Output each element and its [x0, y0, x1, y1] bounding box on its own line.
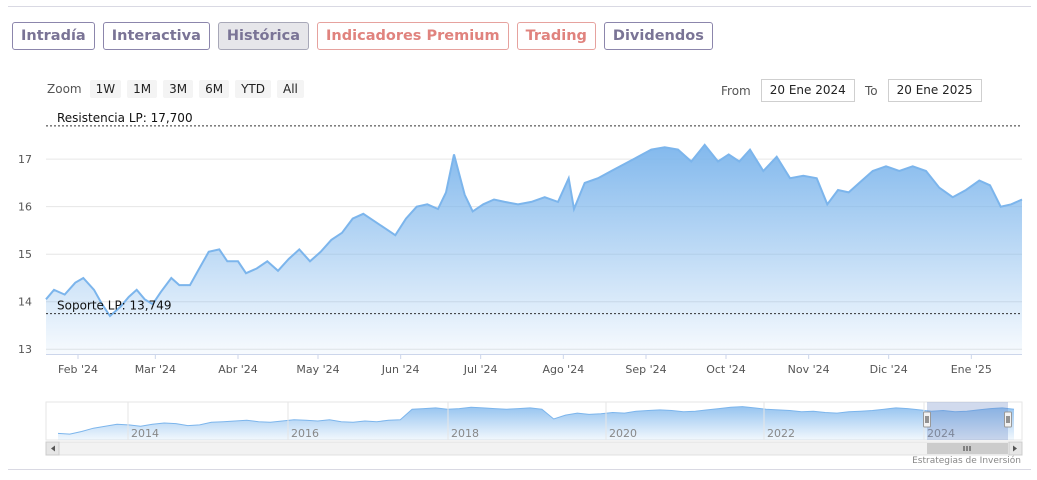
resistance-label: Resistencia LP: 17,700 [57, 111, 193, 125]
tab-trading[interactable]: Trading [516, 22, 596, 50]
tab-dividendos[interactable]: Dividendos [603, 22, 713, 50]
x-tick-label: Dic '24 [870, 363, 908, 376]
navigator-line [57, 406, 1015, 435]
y-tick-label: 13 [18, 343, 32, 356]
range-to: To 20 Ene 2025 [865, 79, 982, 102]
x-tick-label: Nov '24 [788, 363, 830, 376]
y-tick-label: 16 [18, 201, 32, 214]
zoom-1m-button[interactable]: 1M [127, 80, 158, 98]
x-tick-label: Oct '24 [706, 363, 746, 376]
navigator-year-label: 2024 [927, 427, 955, 440]
y-tick-label: 14 [18, 296, 32, 309]
top-divider [8, 6, 1031, 7]
navigator-year-label: 2022 [767, 427, 795, 440]
price-area [46, 144, 1022, 354]
x-tick-label: Feb '24 [58, 363, 98, 376]
zoom-all-button[interactable]: All [277, 80, 304, 98]
zoom-ytd-button[interactable]: YTD [235, 80, 271, 98]
zoom-label: Zoom [47, 82, 82, 96]
range-from: From 20 Ene 2024 [721, 79, 855, 102]
x-tick-label: Abr '24 [218, 363, 258, 376]
navigator[interactable]: 2014 2016 2018 2020 2022 2024 [45, 401, 1023, 441]
scrollbar[interactable] [45, 441, 1023, 456]
navigator-handle-right [1004, 411, 1012, 428]
navigator-selection [927, 402, 1008, 440]
x-tick-label: Jun '24 [381, 363, 420, 376]
zoom-6m-button[interactable]: 6M [199, 80, 230, 98]
range-to-input[interactable]: 20 Ene 2025 [887, 79, 982, 102]
price-line [45, 143, 1023, 318]
chevron-right-icon [1013, 445, 1017, 452]
bottom-divider [8, 469, 1031, 470]
zoom-selector: Zoom 1W 1M 3M 6M YTD All [47, 80, 304, 98]
range-from-label: From [721, 83, 751, 98]
navigator-year-label: 2014 [131, 427, 159, 440]
x-tick-label: Ene '25 [951, 363, 992, 376]
tab-intradia[interactable]: Intradía [12, 22, 95, 50]
navigator-handle-left [923, 411, 931, 428]
navigator-year-label: 2020 [609, 427, 637, 440]
y-tick-label: 17 [18, 153, 32, 166]
tab-historica[interactable]: Histórica [217, 22, 310, 50]
x-tick-label: Mar '24 [135, 363, 176, 376]
credit-label: Estrategias de Inversión [912, 456, 1021, 466]
price-chart: Resistencia LP: 17,700 Soporte LP: 13,749… [18, 111, 1023, 456]
zoom-1w-button[interactable]: 1W [89, 80, 122, 98]
navigator-area [58, 406, 1014, 440]
x-tick-label: May '24 [296, 363, 339, 376]
x-tick-label: Sep '24 [625, 363, 666, 376]
support-label: Soporte LP: 13,749 [57, 299, 172, 313]
x-tick-label: Jul '24 [463, 363, 498, 376]
zoom-3m-button[interactable]: 3M [163, 80, 194, 98]
range-from-input[interactable]: 20 Ene 2024 [760, 79, 855, 102]
x-tick-label: Ago '24 [542, 363, 584, 376]
tab-interactiva[interactable]: Interactiva [102, 22, 210, 50]
tab-indicadores-premium[interactable]: Indicadores Premium [317, 22, 509, 50]
chevron-left-icon [51, 445, 55, 452]
navigator-year-label: 2018 [451, 427, 479, 440]
tab-bar: Intradía Interactiva Histórica Indicador… [12, 22, 713, 50]
y-tick-label: 15 [18, 248, 32, 261]
scrollbar-track [45, 441, 1023, 456]
navigator-year-label: 2016 [291, 427, 319, 440]
range-to-label: To [865, 83, 878, 98]
